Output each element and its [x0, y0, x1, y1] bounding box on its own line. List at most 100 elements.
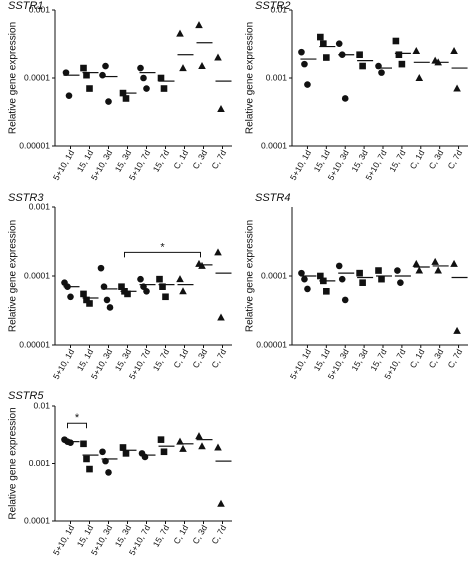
y-axis-label: Relative gene expression [245, 22, 256, 134]
significance-bracket [124, 251, 201, 258]
dot [160, 448, 168, 456]
y-tick-label: 0.001 [29, 4, 51, 14]
dot [298, 269, 305, 277]
dot [301, 60, 308, 68]
dot [341, 95, 349, 102]
x-tick-label: 15, 7d [151, 523, 172, 549]
dot [214, 248, 222, 256]
x-tick-label: C, 3d [190, 523, 209, 546]
dot [99, 448, 106, 456]
x-tick-label: C, 1d [408, 347, 427, 370]
dot [453, 326, 461, 334]
y-tick-label: 0.00001 [19, 140, 50, 150]
dot [179, 444, 187, 452]
dot [86, 85, 93, 92]
y-axis-label: Relative gene expression [8, 220, 19, 332]
panel-title: SSTR5 [8, 390, 44, 402]
x-tick-label: 5+10, 1d [51, 347, 76, 381]
x-tick-label: 5+10, 1d [51, 523, 76, 557]
dot [62, 69, 70, 76]
dot [143, 288, 150, 295]
dot [323, 288, 330, 295]
y-tick-label: 0.0001 [261, 270, 287, 280]
dot [198, 442, 206, 450]
dot [415, 266, 424, 274]
dot [198, 62, 206, 70]
panel-title: SSTR4 [255, 192, 290, 204]
x-tick-label: C, 7d [445, 347, 464, 370]
y-tick-label: 0.0001 [261, 140, 287, 150]
y-tick-label: 0.01 [33, 400, 50, 410]
dot [338, 275, 346, 283]
dot [124, 290, 131, 298]
dot [320, 40, 327, 47]
dot [105, 98, 112, 105]
dot [359, 279, 366, 286]
dot [159, 283, 166, 290]
dot [412, 46, 421, 54]
dot [450, 259, 458, 267]
dot [335, 40, 343, 47]
dot [453, 84, 461, 92]
dot [304, 81, 311, 88]
dot [217, 313, 225, 321]
dot [378, 69, 385, 76]
dot [317, 33, 324, 41]
dot [356, 51, 363, 59]
y-tick-label: 0.001 [266, 72, 288, 82]
dot [317, 272, 324, 280]
panel-title: SSTR3 [8, 192, 44, 204]
dot [378, 275, 385, 283]
dot [412, 259, 421, 267]
dot [122, 450, 130, 457]
dot [156, 275, 163, 283]
dot [395, 51, 403, 59]
x-tick-label: C, 7d [445, 148, 464, 171]
y-tick-label: 0.0001 [24, 515, 50, 525]
x-tick-label: 5+10, 1d [288, 347, 313, 381]
dot [431, 257, 439, 265]
dot [335, 262, 343, 270]
dot [160, 85, 168, 92]
x-tick-label: 5+10, 1d [288, 148, 313, 182]
dot [304, 285, 311, 293]
dot [83, 71, 90, 79]
dot [86, 465, 93, 473]
y-tick-label: 0.0001 [24, 270, 50, 280]
dot [137, 64, 144, 72]
x-tick-label: C, 7d [209, 347, 228, 370]
dot [356, 269, 363, 277]
x-tick-label: 15, 7d [151, 347, 172, 373]
dot [97, 264, 105, 272]
panel-title: SSTR2 [255, 0, 290, 12]
dot [341, 296, 349, 304]
x-tick-label: C, 3d [190, 347, 209, 370]
dot [179, 287, 187, 295]
dot [99, 71, 106, 79]
x-tick-label: C, 1d [171, 523, 190, 546]
dot [122, 95, 130, 102]
dot [86, 300, 93, 307]
dot [137, 275, 144, 283]
dot [80, 440, 87, 448]
dot [106, 304, 114, 311]
dot [157, 74, 165, 82]
dot [415, 74, 424, 81]
dot [195, 21, 203, 29]
x-tick-label: C, 1d [171, 347, 190, 370]
dot [434, 266, 442, 274]
y-axis-label: Relative gene expression [245, 220, 256, 332]
dot [394, 267, 401, 274]
dot [65, 92, 73, 99]
x-tick-label: 15, 7d [387, 148, 408, 174]
x-tick-label: C, 1d [171, 148, 190, 171]
dot [102, 62, 109, 70]
significance-label: * [160, 241, 165, 253]
x-tick-label: C, 3d [427, 347, 446, 370]
dot [217, 499, 225, 507]
dot [195, 432, 203, 440]
dot [323, 54, 330, 61]
dot [67, 293, 74, 301]
dot [176, 29, 184, 37]
x-tick-label: C, 3d [427, 148, 446, 171]
